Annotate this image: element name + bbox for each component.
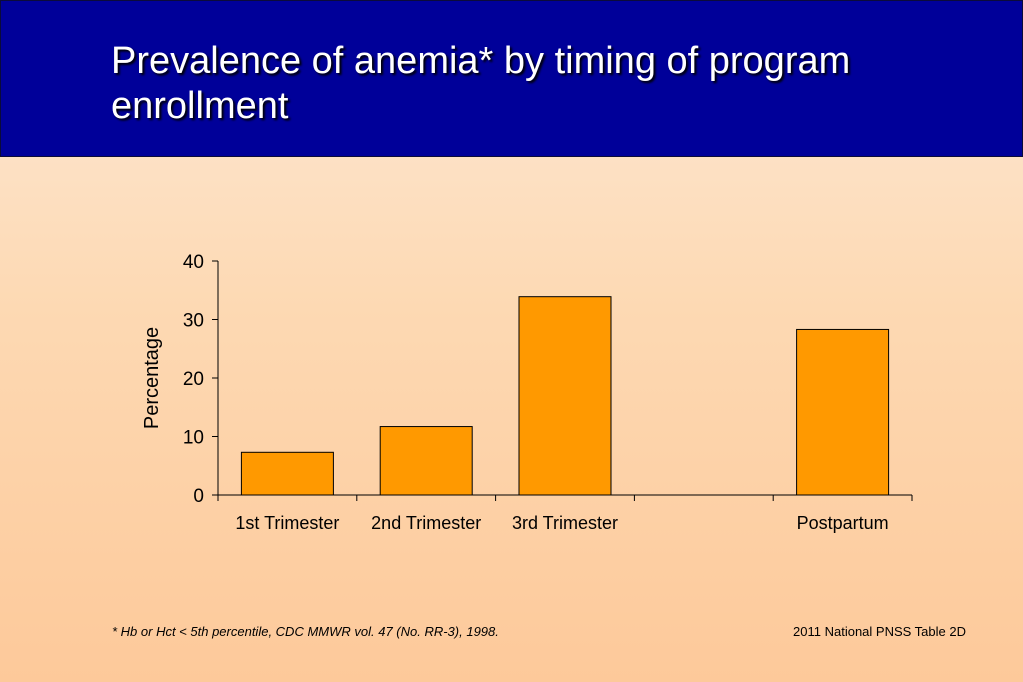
y-tick-label: 20 <box>183 369 204 390</box>
title-bar: Prevalence of anemia* by timing of progr… <box>0 0 1023 157</box>
y-tick-label: 30 <box>183 311 204 332</box>
bar <box>518 296 612 496</box>
x-category-label: 3rd Trimester <box>512 513 618 533</box>
footnote: * Hb or Hct < 5th percentile, CDC MMWR v… <box>112 624 499 639</box>
source-note: 2011 National PNSS Table 2D <box>793 624 966 639</box>
bar <box>796 328 890 496</box>
y-tick-label: 10 <box>183 428 204 449</box>
x-category-label: Postpartum <box>797 513 889 533</box>
y-axis-label: Percentage <box>141 327 163 429</box>
bar <box>240 451 334 496</box>
x-category-label: 1st Trimester <box>235 513 339 533</box>
y-tick-label: 40 <box>183 252 204 273</box>
bar <box>379 426 473 496</box>
slide-title: Prevalence of anemia* by timing of progr… <box>111 40 851 127</box>
x-category-label: 2nd Trimester <box>371 513 481 533</box>
y-tick-label: 0 <box>193 486 204 507</box>
